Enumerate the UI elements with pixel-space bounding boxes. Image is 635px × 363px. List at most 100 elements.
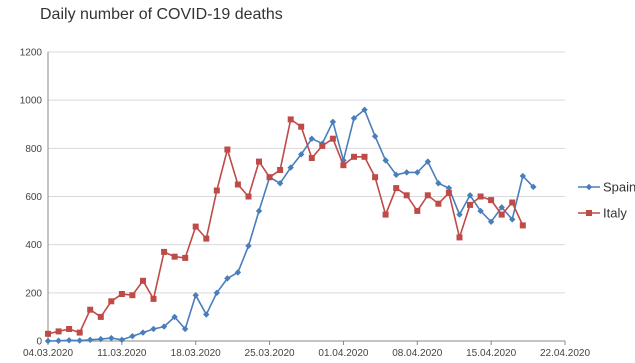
- series-spain: [44, 106, 537, 345]
- data-point: [414, 207, 421, 214]
- data-point: [435, 180, 442, 187]
- data-point: [65, 337, 73, 344]
- data-point: [192, 223, 199, 230]
- x-tick-label: 18.03.2020: [171, 348, 221, 359]
- x-tick-label: 22.04.2020: [540, 348, 590, 359]
- data-point: [509, 199, 516, 206]
- data-point: [519, 172, 526, 180]
- data-point: [456, 211, 463, 218]
- data-point: [66, 326, 73, 332]
- y-tick-label: 1000: [20, 96, 43, 107]
- data-point: [298, 123, 305, 130]
- axes: 0 200 400 600 800 1000 1200 04.03.2020 11.03.202…: [20, 48, 591, 360]
- data-point: [87, 336, 94, 343]
- data-point: [150, 325, 157, 333]
- data-point: [245, 193, 252, 200]
- data-point: [129, 292, 136, 299]
- data-point: [351, 153, 357, 160]
- data-point: [403, 192, 410, 199]
- data-point: [393, 185, 400, 192]
- data-point: [435, 200, 442, 207]
- data-point: [382, 157, 389, 164]
- data-point: [276, 180, 284, 187]
- data-point: [519, 222, 526, 229]
- data-point: [392, 171, 400, 179]
- data-point: [329, 135, 336, 142]
- data-point: [245, 242, 252, 250]
- data-point: [372, 174, 379, 181]
- data-point: [181, 325, 189, 333]
- data-point: [509, 216, 516, 223]
- legend-entry-italy: Italy: [578, 206, 627, 221]
- data-point: [308, 135, 315, 142]
- data-point: [160, 323, 168, 330]
- data-point: [340, 162, 347, 169]
- data-point: [445, 189, 452, 196]
- series-line: [47, 108, 534, 342]
- data-point: [44, 337, 52, 345]
- data-point: [129, 332, 136, 340]
- data-point: [466, 192, 474, 199]
- data-point: [382, 211, 389, 218]
- gridlines: [48, 51, 565, 294]
- data-point: [456, 234, 463, 241]
- data-point: [87, 306, 94, 313]
- data-point: [182, 254, 189, 261]
- data-point: [171, 313, 178, 321]
- chart-title: Daily number of COVID-19 deaths: [40, 6, 283, 23]
- data-point: [498, 211, 505, 218]
- data-point: [319, 142, 326, 149]
- data-point: [171, 253, 178, 260]
- data-point: [255, 207, 263, 215]
- data-point: [203, 311, 210, 318]
- data-point: [477, 207, 484, 215]
- data-point: [45, 330, 51, 337]
- legend-marker: [586, 210, 592, 216]
- data-point: [256, 158, 262, 165]
- x-tick-label: 08.04.2020: [392, 348, 442, 359]
- y-tick-label: 0: [36, 337, 42, 348]
- series-italy: [45, 116, 526, 337]
- data-point: [498, 204, 505, 211]
- x-tick-label: 11.03.2020: [97, 348, 147, 359]
- data-point: [424, 192, 431, 199]
- x-tick-label: 01.04.2020: [318, 348, 368, 359]
- data-point: [414, 169, 421, 176]
- data-point: [445, 184, 453, 192]
- y-tick-label: 1200: [20, 48, 43, 59]
- data-point: [97, 335, 104, 343]
- data-point: [361, 153, 368, 160]
- data-point: [488, 197, 495, 204]
- data-point: [139, 329, 147, 336]
- data-point: [266, 174, 273, 181]
- y-tick-label: 600: [25, 192, 42, 203]
- data-point: [192, 292, 199, 299]
- data-point: [530, 183, 537, 191]
- data-point: [371, 133, 379, 140]
- x-tick-label: 15.04.2020: [466, 348, 516, 359]
- data-point: [97, 313, 104, 320]
- data-point: [277, 167, 284, 173]
- data-point: [55, 328, 62, 335]
- series-line: [47, 118, 524, 335]
- data-point: [203, 235, 210, 242]
- data-point: [477, 193, 484, 200]
- data-point: [55, 337, 62, 344]
- y-tick-label: 800: [25, 144, 42, 155]
- legend-entry-spain: Spain: [578, 180, 635, 195]
- data-point: [76, 329, 83, 336]
- legend-label: Spain: [603, 180, 635, 195]
- data-point: [287, 164, 294, 171]
- series-layer: [44, 106, 537, 345]
- data-point: [361, 106, 368, 113]
- data-point: [161, 248, 168, 255]
- data-point: [213, 289, 221, 297]
- data-point: [308, 155, 315, 161]
- data-point: [234, 269, 242, 276]
- data-point: [213, 187, 220, 194]
- data-point: [118, 336, 126, 343]
- data-point: [329, 118, 337, 126]
- data-point: [403, 169, 410, 176]
- y-tick-label: 400: [25, 240, 42, 251]
- data-point: [467, 201, 473, 208]
